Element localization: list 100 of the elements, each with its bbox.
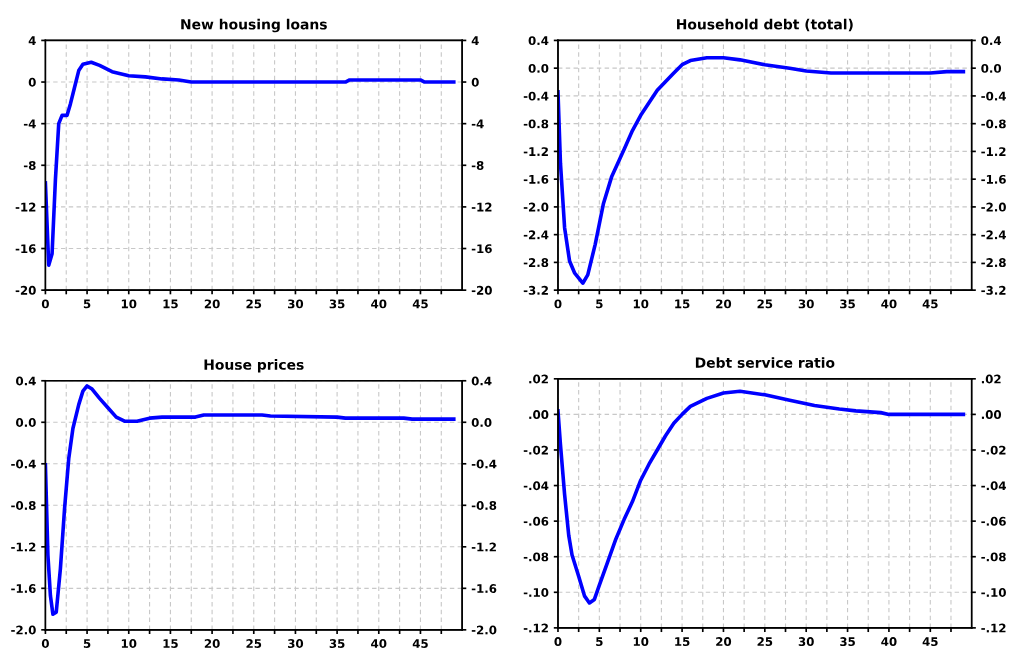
- y2-tick-label: -.08: [981, 552, 1006, 562]
- y-tick-label: -.02: [523, 445, 548, 455]
- y2-tick-label: -0.4: [471, 459, 497, 469]
- y-tick-label: 0.4: [528, 36, 549, 46]
- y-tick-label: -2.0: [11, 625, 36, 635]
- y-tick-label: -1.6: [523, 174, 549, 184]
- y-tick-label: .02: [529, 374, 548, 384]
- x-tick-label: 25: [757, 299, 773, 309]
- y-tick-label: -0.4: [11, 459, 36, 469]
- x-tick-label: 15: [675, 637, 690, 647]
- y2-tick-label: -.12: [981, 623, 1006, 633]
- y-tick-label: .00: [529, 410, 549, 420]
- y-tick-label: 0: [28, 77, 36, 87]
- x-tick-label: 45: [412, 639, 428, 648]
- y2-tick-label: -4: [471, 119, 484, 129]
- x-tick-label: 35: [329, 299, 345, 309]
- x-tick-label: 30: [798, 637, 814, 647]
- y2-tick-label: -0.8: [981, 119, 1006, 129]
- x-tick-label: 45: [922, 299, 938, 309]
- y-tick-label: -.04: [523, 481, 549, 491]
- y-tick-label: -1.6: [11, 584, 36, 593]
- y2-tick-label: 4: [471, 36, 479, 45]
- y2-tick-label: -8: [471, 161, 484, 170]
- y2-tick-label: -.04: [981, 481, 1006, 491]
- line-series: [45, 60, 456, 267]
- y-tick-label: -4: [23, 119, 36, 129]
- y2-tick-label: -12: [471, 202, 492, 212]
- x-tick-label: 40: [371, 299, 387, 309]
- chart-title: Debt service ratio: [695, 357, 835, 368]
- y2-tick-label: -2.0: [981, 202, 1006, 212]
- y2-tick-label: -16: [471, 244, 492, 254]
- y-tick-label: -2.8: [523, 258, 549, 268]
- x-tick-label: 30: [288, 639, 304, 648]
- y-tick-label: -2.0: [523, 202, 549, 212]
- y2-tick-label: -0.8: [471, 501, 497, 510]
- y-tick-label: 0.0: [16, 418, 36, 427]
- y2-tick-label: 0: [471, 77, 479, 87]
- y2-tick-label: 0.4: [471, 376, 492, 386]
- x-tick-label: 10: [121, 639, 137, 648]
- x-tick-label: 40: [881, 637, 897, 647]
- y-tick-label: -.12: [523, 623, 548, 633]
- y-tick-label: -.10: [523, 588, 549, 597]
- x-tick-label: 40: [371, 639, 387, 648]
- y-tick-label: 4: [28, 36, 36, 45]
- y-tick-label: -0.8: [11, 501, 36, 510]
- line-series: [45, 384, 456, 617]
- x-tick-label: 10: [633, 637, 649, 647]
- y2-tick-label: -0.4: [981, 91, 1006, 101]
- chart-title: House prices: [204, 359, 304, 373]
- chart-title: Household debt (total): [677, 18, 853, 32]
- y2-tick-label: -1.6: [981, 174, 1006, 184]
- x-tick-label: 10: [633, 299, 649, 309]
- x-tick-label: 10: [121, 299, 137, 309]
- y2-tick-label: -20: [471, 285, 492, 295]
- y2-tick-label: -2.0: [471, 625, 497, 635]
- x-tick-label: 25: [757, 637, 773, 647]
- y-tick-label: -3.2: [523, 285, 548, 295]
- y-tick-label: -20: [15, 285, 36, 295]
- x-tick-label: 40: [881, 299, 897, 309]
- y2-tick-label: 0.4: [981, 36, 1002, 46]
- y2-tick-label: 0.0: [981, 63, 1002, 73]
- y-tick-label: -.08: [523, 552, 549, 562]
- x-tick-label: 5: [596, 299, 603, 309]
- x-tick-label: 20: [204, 299, 220, 309]
- y2-tick-label: -2.4: [981, 230, 1006, 240]
- y2-tick-label: .02: [981, 374, 1001, 384]
- y2-tick-label: -.10: [981, 588, 1006, 597]
- x-tick-label: 25: [246, 639, 262, 648]
- x-tick-label: 0: [41, 299, 49, 309]
- x-tick-label: 35: [329, 639, 345, 648]
- x-tick-label: 20: [716, 637, 732, 647]
- x-tick-label: 5: [83, 639, 91, 648]
- y-tick-label: -2.4: [523, 230, 549, 240]
- y-tick-label: -1.2: [523, 147, 548, 156]
- y2-tick-label: -1.2: [981, 147, 1006, 156]
- x-tick-label: 25: [246, 299, 262, 309]
- x-tick-label: 15: [163, 639, 178, 648]
- x-tick-label: 15: [675, 299, 690, 309]
- y-tick-label: -.06: [523, 516, 549, 526]
- y-tick-label: 0.4: [16, 376, 36, 386]
- y2-tick-label: -1.2: [471, 542, 496, 552]
- x-tick-label: 35: [840, 299, 855, 309]
- x-tick-label: 5: [83, 299, 91, 309]
- line-series: [557, 55, 966, 286]
- y2-tick-label: -1.6: [471, 584, 497, 593]
- x-tick-label: 20: [716, 299, 732, 309]
- y-tick-label: -12: [15, 202, 36, 212]
- x-tick-label: 35: [840, 637, 855, 647]
- x-tick-label: 30: [798, 299, 814, 309]
- x-tick-label: 5: [596, 637, 603, 647]
- y2-tick-label: -.02: [981, 445, 1006, 455]
- y-tick-label: -8: [23, 161, 36, 170]
- y2-tick-label: 0.0: [471, 418, 492, 427]
- x-tick-label: 0: [41, 639, 49, 648]
- y-tick-label: -0.8: [523, 119, 549, 129]
- y-tick-label: -16: [15, 244, 36, 254]
- x-tick-label: 20: [204, 639, 220, 648]
- x-tick-label: 0: [554, 299, 562, 309]
- x-tick-label: 45: [922, 637, 938, 647]
- x-tick-label: 45: [412, 299, 428, 309]
